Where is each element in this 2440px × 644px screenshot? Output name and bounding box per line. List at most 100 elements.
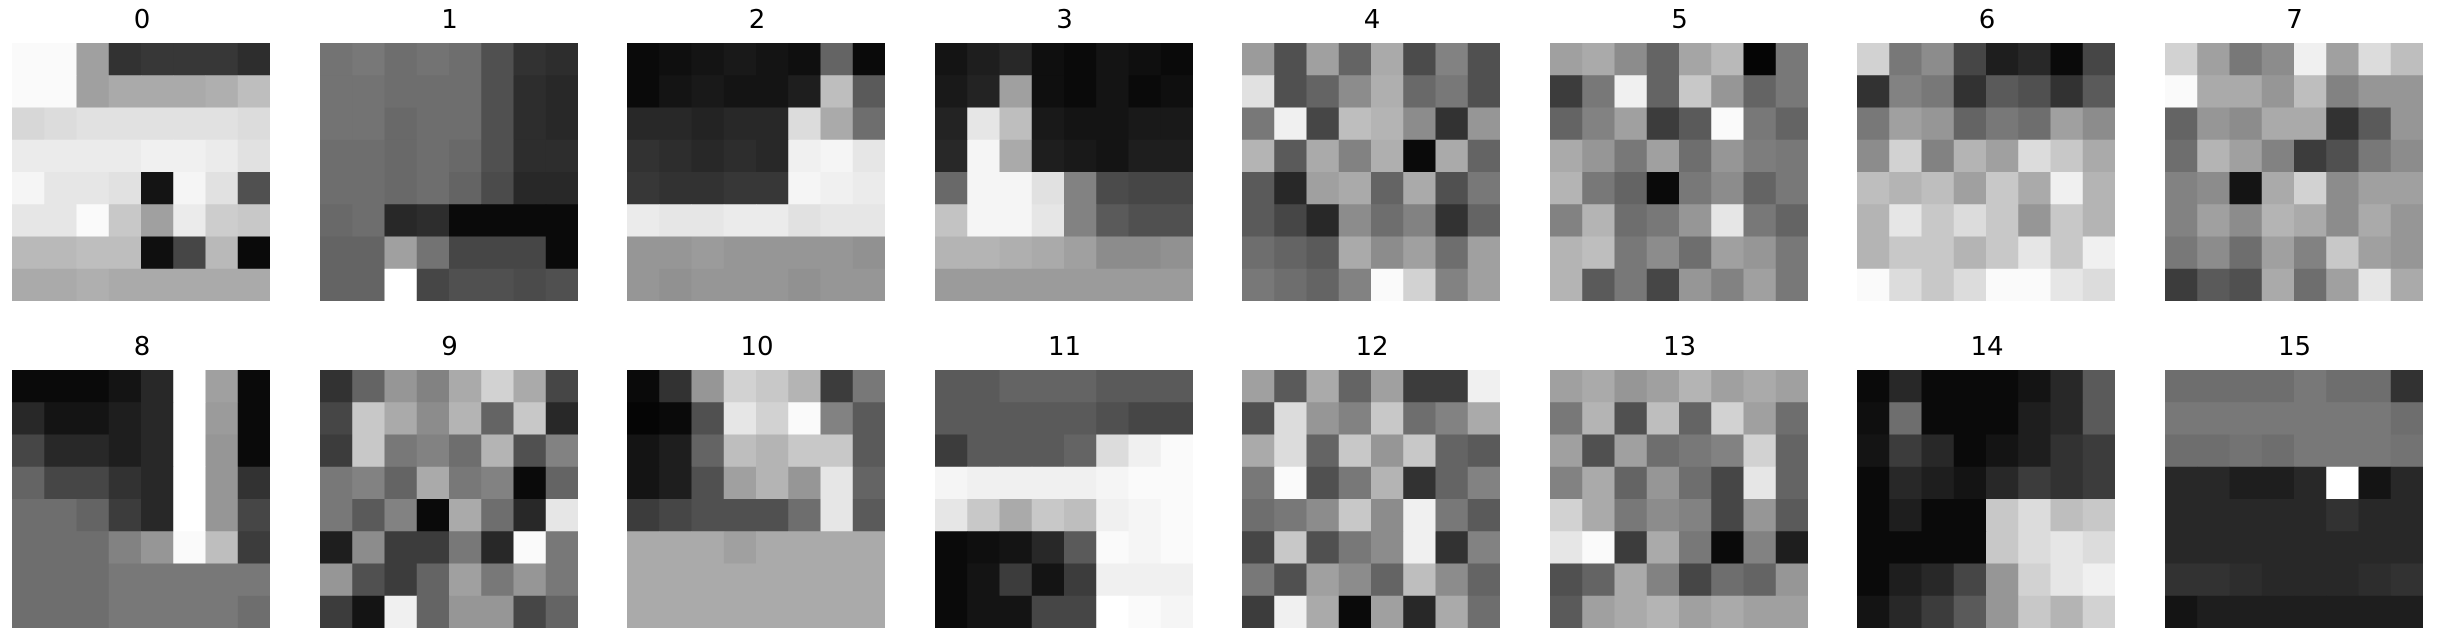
- pixel-cell: [1095, 236, 1129, 270]
- pixel-cell: [1678, 43, 1712, 76]
- pixel-cell: [2196, 43, 2230, 76]
- pixel-cell: [1371, 499, 1404, 532]
- pixel-cell: [1549, 204, 1583, 237]
- pixel-cell: [2358, 43, 2391, 76]
- pixel-cell: [627, 434, 660, 468]
- pixel-cell: [1889, 434, 1922, 468]
- pixel-cell: [545, 402, 578, 435]
- pixel-cell: [76, 563, 110, 597]
- pixel-cell: [999, 268, 1032, 301]
- pixel-cell: [2261, 563, 2294, 597]
- pixel-cell: [1857, 370, 1890, 403]
- pixel-cell: [12, 531, 45, 564]
- pixel-cell: [480, 466, 514, 500]
- pixel-cell: [1549, 595, 1583, 628]
- pixel-cell: [1306, 107, 1340, 141]
- pixel-cell: [1986, 172, 2019, 205]
- pixel-cell: [966, 204, 1000, 237]
- pixel-cell: [205, 434, 239, 468]
- pixel-cell: [2325, 531, 2359, 564]
- pixel-cell: [756, 434, 789, 468]
- pixel-cell: [966, 563, 1000, 597]
- pixel-cell: [852, 139, 885, 173]
- pixel-cell: [1306, 43, 1340, 76]
- pixel-cell: [1743, 595, 1776, 628]
- pixel-cell: [545, 595, 578, 628]
- pixel-cell: [480, 434, 514, 468]
- pixel-cell: [1743, 402, 1776, 435]
- pixel-cell: [384, 139, 417, 173]
- pixel-cell: [237, 43, 270, 76]
- pixel-cell: [1614, 563, 1647, 597]
- pixel-cell: [1160, 434, 1193, 468]
- pixel-cell: [691, 139, 725, 173]
- pixel-cell: [1306, 139, 1340, 173]
- pixel-cell: [2261, 499, 2294, 532]
- pixel-cell: [416, 595, 449, 628]
- pixel-cell: [999, 236, 1032, 270]
- pixel-cell: [1338, 107, 1372, 141]
- pixel-cell: [627, 107, 660, 141]
- pixel-cell: [1953, 531, 1987, 564]
- pixel-cell: [1338, 236, 1372, 270]
- pixel-cell: [351, 563, 385, 597]
- pixel-cell: [416, 402, 449, 435]
- pixel-cell: [2325, 434, 2359, 468]
- pixel-cell: [319, 402, 353, 435]
- pixel-cell: [1678, 595, 1712, 628]
- pixel-cell: [1678, 139, 1712, 173]
- pixel-cell: [1953, 139, 1987, 173]
- pixel-cell: [1549, 75, 1583, 108]
- pixel-cell: [1953, 466, 1987, 500]
- pixel-cell: [966, 434, 1000, 468]
- pixel-cell: [2082, 139, 2115, 173]
- pixel-cell: [545, 75, 578, 108]
- pixel-cell: [659, 172, 692, 205]
- pixel-cell: [1242, 531, 1275, 564]
- pixel-cell: [1371, 563, 1404, 597]
- pixel-cell: [966, 402, 1000, 435]
- pixel-cell: [2196, 107, 2230, 141]
- pixel-cell: [1581, 595, 1615, 628]
- pixel-cell: [44, 531, 77, 564]
- pixel-cell: [1953, 370, 1987, 403]
- pixel-cell: [237, 107, 270, 141]
- pixel-cell: [1581, 434, 1615, 468]
- pixel-cell: [237, 595, 270, 628]
- pixel-cell: [1889, 236, 1922, 270]
- pixel-cell: [1986, 402, 2019, 435]
- pixel-cell: [852, 531, 885, 564]
- pixel-cell: [205, 268, 239, 301]
- pixel-grid: [12, 43, 270, 301]
- pixel-cell: [76, 268, 110, 301]
- pixel-cell: [820, 107, 854, 141]
- pixel-cell: [2082, 402, 2115, 435]
- pixel-cell: [2018, 75, 2051, 108]
- pixel-cell: [1160, 236, 1193, 270]
- pixel-cell: [1857, 531, 1890, 564]
- pixel-cell: [108, 466, 142, 500]
- pixel-cell: [237, 531, 270, 564]
- pixel-cell: [1242, 236, 1275, 270]
- pixel-cell: [1775, 139, 1808, 173]
- pixel-cell: [480, 107, 514, 141]
- pixel-cell: [545, 466, 578, 500]
- pixel-cell: [1743, 236, 1776, 270]
- panel-title: 0: [133, 5, 151, 35]
- image-panel-2: 2: [627, 0, 887, 305]
- pixel-cell: [1710, 107, 1744, 141]
- pixel-cell: [1095, 204, 1129, 237]
- pixel-cell: [1371, 236, 1404, 270]
- pixel-cell: [1128, 531, 1161, 564]
- pixel-cell: [1646, 370, 1679, 403]
- pixel-cell: [788, 107, 821, 141]
- pixel-cell: [1614, 43, 1647, 76]
- pixel-cell: [351, 139, 385, 173]
- pixel-cell: [1338, 563, 1372, 597]
- pixel-cell: [756, 172, 789, 205]
- pixel-cell: [2358, 107, 2391, 141]
- pixel-cell: [2358, 370, 2391, 403]
- pixel-cell: [2018, 370, 2051, 403]
- pixel-cell: [1986, 139, 2019, 173]
- pixel-cell: [173, 236, 206, 270]
